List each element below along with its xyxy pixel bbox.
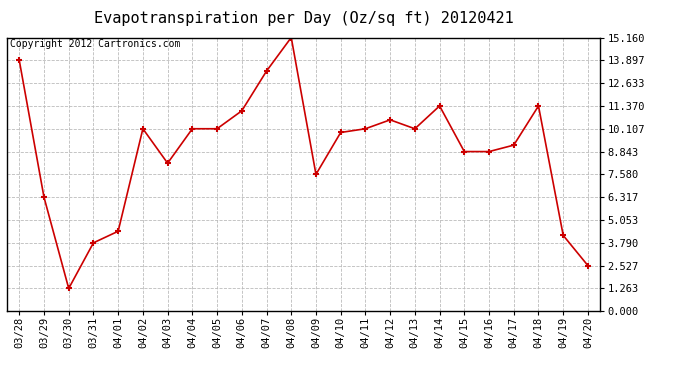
Text: Copyright 2012 Cartronics.com: Copyright 2012 Cartronics.com: [10, 39, 180, 49]
Text: Evapotranspiration per Day (Oz/sq ft) 20120421: Evapotranspiration per Day (Oz/sq ft) 20…: [94, 11, 513, 26]
